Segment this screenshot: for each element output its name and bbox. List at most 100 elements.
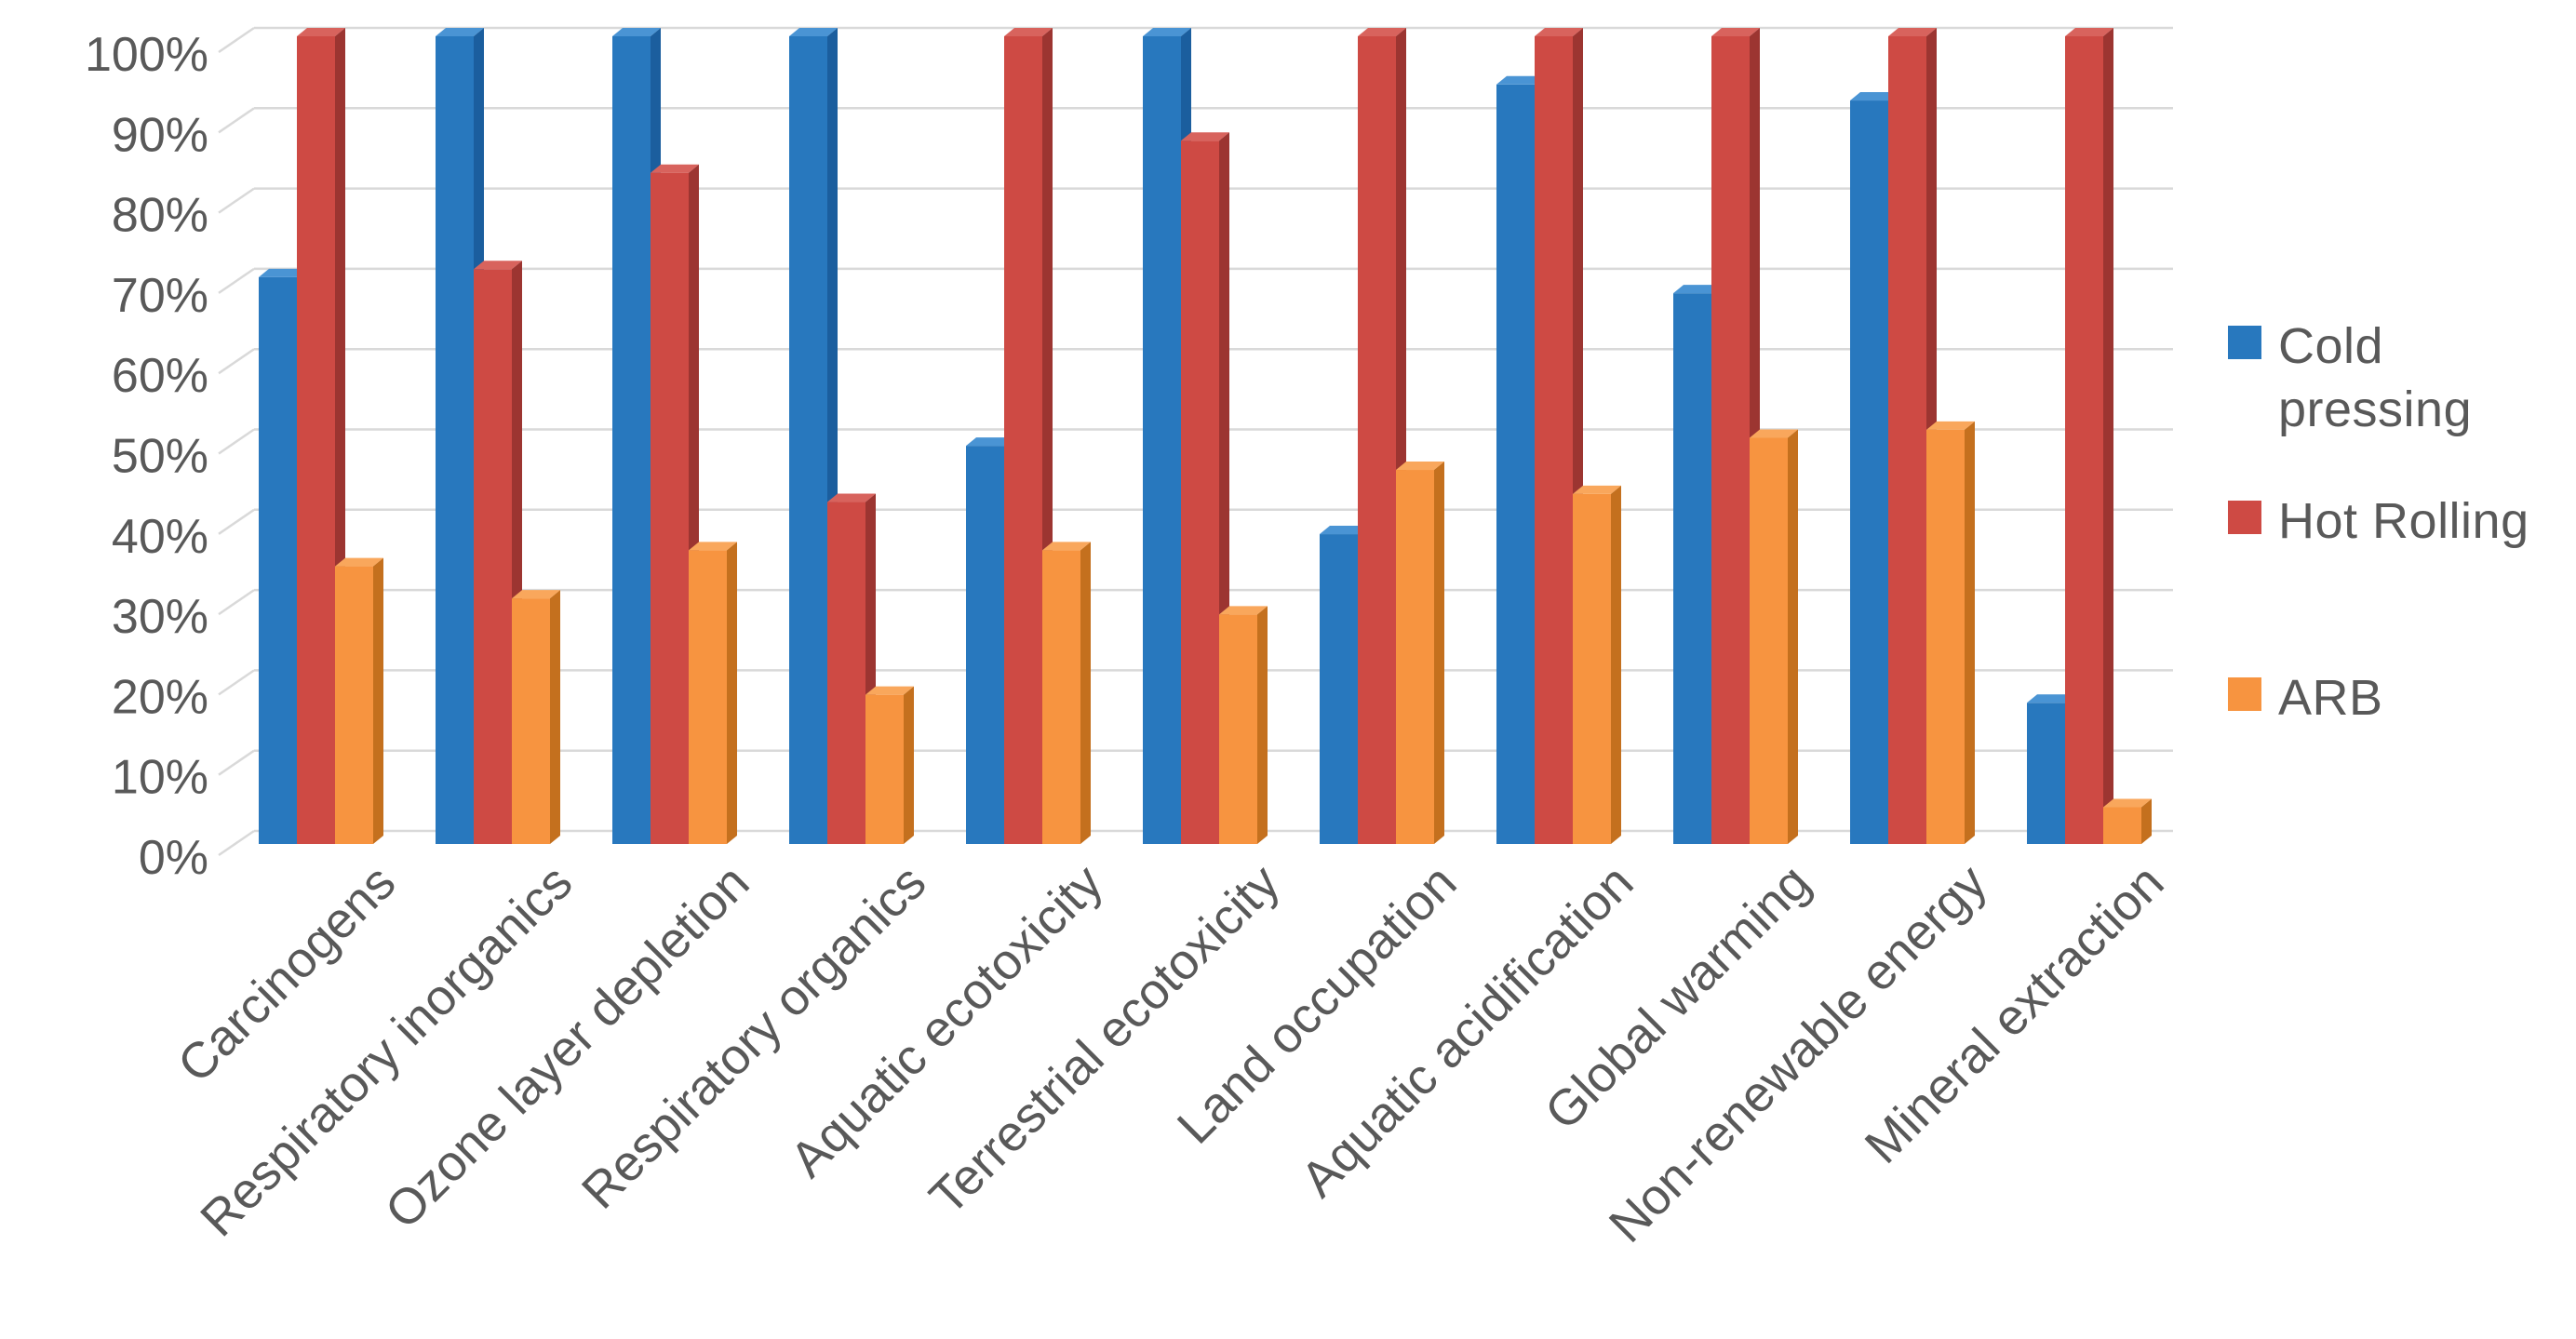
bar-arb-non-renewable-energy [1926, 429, 1965, 844]
bar-hot-rolling-non-renewable-energy [1888, 36, 1926, 844]
bar-arb-carcinogens-side [373, 557, 383, 844]
axis-tick [218, 669, 255, 696]
bar-cold-pressing-respiratory-organics-top [789, 28, 838, 36]
x-axis-label: Aquatic acidification [1291, 854, 1644, 1208]
bar-cold-pressing-mineral-extraction-top [2027, 694, 2075, 703]
legend-item-cold-pressing: Cold pressing [2228, 315, 2570, 441]
bar-arb-respiratory-organics [865, 694, 904, 844]
bar-arb-terrestrial-ecotoxicity-top [1219, 606, 1268, 615]
bar-cold-pressing-non-renewable-energy [1850, 100, 1888, 845]
axis-tick [218, 829, 255, 857]
bar-hot-rolling-global-warming [1711, 36, 1750, 844]
bar-arb-ozone-layer-depletion [689, 550, 727, 844]
bar-arb-respiratory-inorganics-side [550, 590, 560, 844]
axis-tick [218, 428, 255, 455]
legend: Cold pressing Hot Rolling ARB [2228, 315, 2570, 730]
legend-swatch-cold-pressing [2228, 326, 2261, 359]
bar-arb-aquatic-acidification-top [1573, 485, 1621, 494]
bar-arb-land-occupation-side [1434, 462, 1444, 844]
bar-cold-pressing-global-warming [1673, 293, 1711, 844]
bar-cold-pressing-ozone-layer-depletion [612, 36, 651, 844]
bar-hot-rolling-aquatic-acidification [1535, 36, 1573, 844]
bar-hot-rolling-mineral-extraction [2065, 36, 2103, 844]
bar-hot-rolling-mineral-extraction-side [2103, 28, 2113, 844]
bar-arb-carcinogens [335, 566, 373, 844]
bar-hot-rolling-carcinogens [297, 36, 335, 844]
axis-tick [218, 348, 255, 375]
bar-hot-rolling-respiratory-organics-top [827, 493, 876, 502]
bar-arb-aquatic-acidification-side [1611, 485, 1621, 844]
y-axis-label: 80% [112, 189, 208, 243]
bar-cold-pressing-global-warming-top [1673, 285, 1722, 294]
y-axis-label: 20% [112, 670, 208, 724]
bar-arb-terrestrial-ecotoxicity-side [1257, 606, 1268, 844]
legend-label-arb: ARB [2278, 670, 2383, 726]
y-axis-label: 90% [112, 108, 208, 162]
bar-arb-ozone-layer-depletion-top [689, 542, 737, 551]
bar-cold-pressing-aquatic-ecotoxicity [966, 446, 1004, 844]
bar-hot-rolling-mineral-extraction-top [2065, 28, 2113, 36]
bar-arb-aquatic-ecotoxicity [1042, 550, 1080, 844]
bar-hot-rolling-respiratory-inorganics-top [474, 261, 522, 270]
bar-cold-pressing-land-occupation [1320, 534, 1358, 844]
axis-tick [218, 508, 255, 535]
bar-arb-respiratory-organics-side [904, 686, 914, 844]
bar-hot-rolling-respiratory-inorganics [474, 269, 512, 844]
bar-cold-pressing-carcinogens [259, 276, 297, 844]
axis-tick [218, 267, 255, 294]
bar-arb-aquatic-acidification [1573, 493, 1611, 844]
bar-arb-terrestrial-ecotoxicity [1219, 614, 1257, 844]
bar-hot-rolling-land-occupation [1358, 36, 1396, 844]
bar-arb-land-occupation-top [1396, 462, 1444, 471]
bar-arb-global-warming-top [1750, 429, 1798, 438]
legend-swatch-hot-rolling [2228, 501, 2261, 534]
bar-cold-pressing-mineral-extraction [2027, 703, 2065, 844]
y-axis-label: 30% [112, 590, 208, 644]
x-axis-label: Mineral extraction [1855, 854, 2175, 1174]
bar-cold-pressing-terrestrial-ecotoxicity [1143, 36, 1181, 844]
bar-cold-pressing-respiratory-inorganics [436, 36, 474, 844]
bar-cold-pressing-aquatic-acidification [1496, 84, 1535, 844]
bar-hot-rolling-terrestrial-ecotoxicity-top [1181, 132, 1229, 141]
bar-hot-rolling-ozone-layer-depletion [651, 172, 689, 844]
bar-hot-rolling-carcinogens-top [297, 28, 345, 36]
y-axis-label: 70% [112, 269, 208, 323]
bar-hot-rolling-ozone-layer-depletion-top [651, 164, 699, 173]
legend-label-cold-pressing: Cold pressing [2278, 318, 2473, 437]
bar-arb-global-warming [1750, 437, 1788, 844]
bar-hot-rolling-non-renewable-energy-top [1888, 28, 1937, 36]
bar-hot-rolling-aquatic-ecotoxicity-top [1004, 28, 1053, 36]
x-axis-label: Terrestrial ecotoxicity [919, 854, 1291, 1225]
bar-arb-non-renewable-energy-side [1965, 421, 1975, 844]
legend-item-hot-rolling: Hot Rolling [2228, 489, 2570, 553]
bar-hot-rolling-respiratory-organics [827, 502, 865, 844]
y-axis-label: 100% [85, 28, 208, 82]
bar-arb-aquatic-ecotoxicity-side [1080, 542, 1091, 844]
axis-tick [218, 107, 255, 134]
bar-cold-pressing-respiratory-inorganics-top [436, 28, 484, 36]
bar-arb-global-warming-side [1788, 429, 1798, 844]
bar-arb-mineral-extraction [2103, 807, 2141, 844]
bar-hot-rolling-land-occupation-top [1358, 28, 1406, 36]
bar-hot-rolling-aquatic-acidification-top [1535, 28, 1583, 36]
bar-hot-rolling-global-warming-top [1711, 28, 1760, 36]
bar-hot-rolling-terrestrial-ecotoxicity [1181, 141, 1219, 844]
x-axis-label: Aquatic ecotoxicity [780, 854, 1114, 1188]
bar-arb-respiratory-organics-top [865, 686, 914, 695]
y-axis-label: 60% [112, 349, 208, 403]
y-axis-label: 10% [112, 751, 208, 805]
y-axis-label: 0% [139, 831, 208, 885]
bar-cold-pressing-land-occupation-top [1320, 526, 1368, 535]
bar-arb-respiratory-inorganics [512, 598, 550, 844]
y-axis-label: 40% [112, 510, 208, 564]
axis-tick [218, 187, 255, 214]
axis-tick [218, 749, 255, 776]
bar-arb-mineral-extraction-side [2141, 798, 2152, 844]
bar-arb-respiratory-inorganics-top [512, 590, 560, 599]
bar-cold-pressing-aquatic-acidification-top [1496, 75, 1545, 85]
bar-arb-non-renewable-energy-top [1926, 421, 1975, 430]
axis-tick [218, 589, 255, 616]
legend-swatch-arb [2228, 677, 2261, 711]
